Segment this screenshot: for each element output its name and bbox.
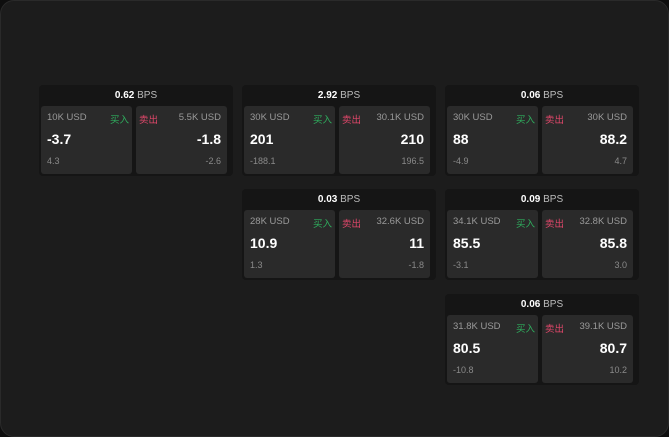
sell-quantity: 5.5K USD	[178, 112, 221, 123]
sell-change: -1.8	[408, 260, 424, 270]
sell-price: 11	[409, 235, 424, 251]
sell-change: -2.6	[205, 156, 221, 166]
buy-label: 买入	[109, 115, 129, 126]
buy-change: -4.9	[453, 156, 469, 166]
sell-quantity: 32.8K USD	[579, 216, 627, 227]
buy-quantity: 34.1K USD	[453, 216, 501, 227]
sell-button[interactable]: 30.1K USD 卖出 210 196.5	[339, 106, 430, 174]
spread-value: 0.06	[520, 299, 541, 310]
sell-label: 卖出	[545, 324, 565, 335]
sell-button[interactable]: 30K USD 卖出 88.2 4.7	[542, 106, 633, 174]
quote-card: 0.06 BPS 30K USD 买入 88 -4.9 30K USD 卖出 8…	[445, 85, 639, 176]
buy-label: 买入	[312, 219, 332, 230]
sell-quantity: 39.1K USD	[579, 321, 627, 332]
buy-quantity: 28K USD	[250, 216, 290, 227]
sell-price: 85.8	[599, 235, 627, 251]
spread-value: 0.03	[317, 194, 338, 205]
sell-change: 196.5	[401, 156, 424, 166]
quote-card: 2.92 BPS 30K USD 买入 201 -188.1 30.1K USD…	[242, 85, 436, 176]
spread-value: 0.09	[520, 194, 541, 205]
spread-header: 0.09 BPS	[445, 189, 639, 210]
spread-header: 2.92 BPS	[242, 85, 436, 106]
buy-button[interactable]: 10K USD 买入 -3.7 4.3	[41, 106, 132, 174]
spread-value: 0.62	[114, 90, 135, 101]
buy-quantity: 30K USD	[250, 112, 290, 123]
buy-change: -3.1	[453, 260, 469, 270]
buy-change: -188.1	[250, 156, 276, 166]
sell-price: 88.2	[599, 131, 627, 147]
buy-price: 85.5	[453, 235, 481, 251]
buy-button[interactable]: 30K USD 买入 88 -4.9	[447, 106, 538, 174]
spread-unit: BPS	[340, 90, 361, 101]
sell-quantity: 30K USD	[587, 112, 627, 123]
sell-price: 80.7	[599, 340, 627, 356]
spread-unit: BPS	[340, 194, 361, 205]
buy-button[interactable]: 34.1K USD 买入 85.5 -3.1	[447, 210, 538, 278]
spread-unit: BPS	[543, 194, 564, 205]
sell-change: 4.7	[614, 156, 627, 166]
sell-button[interactable]: 5.5K USD 卖出 -1.8 -2.6	[136, 106, 227, 174]
buy-change: -10.8	[453, 365, 474, 375]
sell-price: 210	[400, 131, 424, 147]
spread-header: 0.03 BPS	[242, 189, 436, 210]
sell-label: 卖出	[545, 115, 565, 126]
sell-label: 卖出	[139, 115, 159, 126]
buy-price: 201	[250, 131, 274, 147]
buy-button[interactable]: 30K USD 买入 201 -188.1	[244, 106, 335, 174]
spread-header: 0.06 BPS	[445, 85, 639, 106]
sell-button[interactable]: 39.1K USD 卖出 80.7 10.2	[542, 315, 633, 383]
spread-value: 2.92	[317, 90, 338, 101]
sell-quantity: 32.6K USD	[376, 216, 424, 227]
buy-price: 10.9	[250, 235, 278, 251]
buy-button[interactable]: 31.8K USD 买入 80.5 -10.8	[447, 315, 538, 383]
buy-price: -3.7	[47, 131, 72, 147]
spread-header: 0.06 BPS	[445, 294, 639, 315]
sell-label: 卖出	[342, 219, 362, 230]
buy-change: 1.3	[250, 260, 263, 270]
quote-card: 0.06 BPS 31.8K USD 买入 80.5 -10.8 39.1K U…	[445, 294, 639, 385]
buy-button[interactable]: 28K USD 买入 10.9 1.3	[244, 210, 335, 278]
sell-label: 卖出	[342, 115, 362, 126]
sell-change: 3.0	[614, 260, 627, 270]
sell-price: -1.8	[196, 131, 221, 147]
sell-quantity: 30.1K USD	[376, 112, 424, 123]
buy-label: 买入	[312, 115, 332, 126]
sell-button[interactable]: 32.6K USD 卖出 11 -1.8	[339, 210, 430, 278]
spread-unit: BPS	[543, 299, 564, 310]
spread-unit: BPS	[543, 90, 564, 101]
spread-unit: BPS	[137, 90, 158, 101]
sell-button[interactable]: 32.8K USD 卖出 85.8 3.0	[542, 210, 633, 278]
buy-quantity: 10K USD	[47, 112, 87, 123]
buy-label: 买入	[515, 115, 535, 126]
spread-header: 0.62 BPS	[39, 85, 233, 106]
buy-change: 4.3	[47, 156, 60, 166]
sell-change: 10.2	[609, 365, 627, 375]
quote-card: 0.62 BPS 10K USD 买入 -3.7 4.3 5.5K USD 卖出…	[39, 85, 233, 176]
buy-price: 80.5	[453, 340, 481, 356]
sell-label: 卖出	[545, 219, 565, 230]
quote-card: 0.09 BPS 34.1K USD 买入 85.5 -3.1 32.8K US…	[445, 189, 639, 280]
buy-quantity: 30K USD	[453, 112, 493, 123]
buy-price: 88	[453, 131, 469, 147]
buy-label: 买入	[515, 219, 535, 230]
buy-quantity: 31.8K USD	[453, 321, 501, 332]
buy-label: 买入	[515, 324, 535, 335]
spread-value: 0.06	[520, 90, 541, 101]
quote-card: 0.03 BPS 28K USD 买入 10.9 1.3 32.6K USD 卖…	[242, 189, 436, 280]
